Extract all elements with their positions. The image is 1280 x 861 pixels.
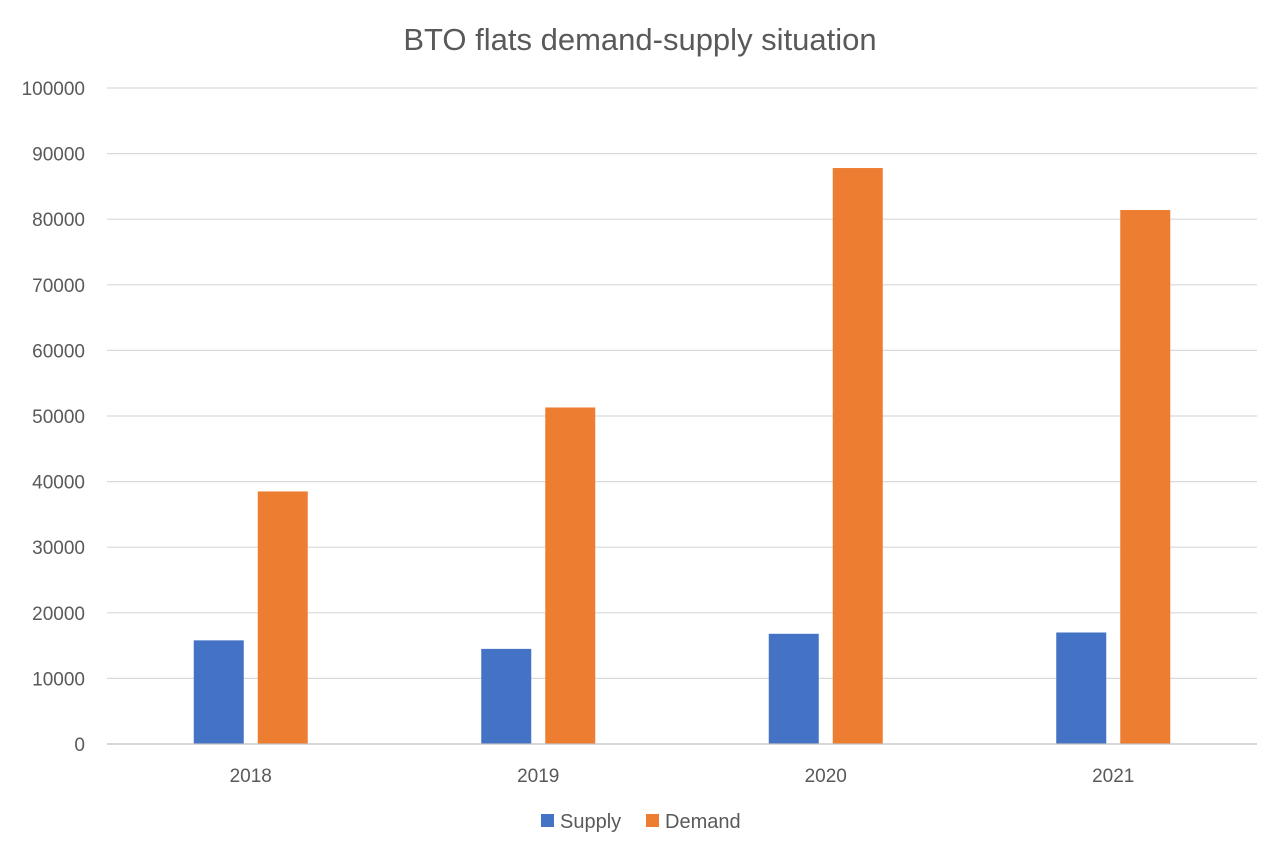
- y-tick-label: 80000: [32, 210, 85, 231]
- y-tick-label: 60000: [32, 341, 85, 362]
- y-tick-label: 100000: [22, 79, 85, 100]
- x-tick-label: 2018: [230, 766, 272, 787]
- legend-label-supply: Supply: [560, 811, 621, 833]
- bar-demand-2020: [832, 168, 883, 745]
- legend-swatch-supply: [541, 814, 554, 827]
- legend-label-demand: Demand: [665, 811, 741, 833]
- x-tick-label: 2019: [517, 766, 559, 787]
- y-tick-label: 40000: [32, 473, 85, 494]
- y-tick-label: 20000: [32, 604, 85, 625]
- bar-demand-2019: [545, 407, 596, 744]
- bar-supply-2021: [1056, 632, 1107, 744]
- y-tick-label: 70000: [32, 276, 85, 297]
- bar-supply-2019: [481, 648, 532, 744]
- y-tick-label: 0: [74, 735, 85, 756]
- legend: Supply Demand: [541, 811, 741, 833]
- y-tick-label: 30000: [32, 538, 85, 559]
- bars: [193, 168, 1171, 745]
- x-axis-tick-labels: 2018 2019 2020 2021: [230, 766, 1135, 787]
- bar-demand-2018: [257, 491, 308, 744]
- legend-swatch-demand: [646, 814, 659, 827]
- bar-demand-2021: [1120, 210, 1171, 745]
- y-tick-label: 10000: [32, 669, 85, 690]
- chart-title: BTO flats demand-supply situation: [403, 22, 876, 57]
- y-tick-label: 50000: [32, 407, 85, 428]
- x-tick-label: 2021: [1092, 766, 1134, 787]
- bar-supply-2018: [193, 640, 244, 744]
- x-tick-label: 2020: [805, 766, 847, 787]
- bar-supply-2020: [768, 633, 819, 744]
- y-axis-tick-labels: 0 10000 20000 30000 40000 50000 60000 70000 8000…: [22, 79, 85, 756]
- y-tick-label: 90000: [32, 145, 85, 166]
